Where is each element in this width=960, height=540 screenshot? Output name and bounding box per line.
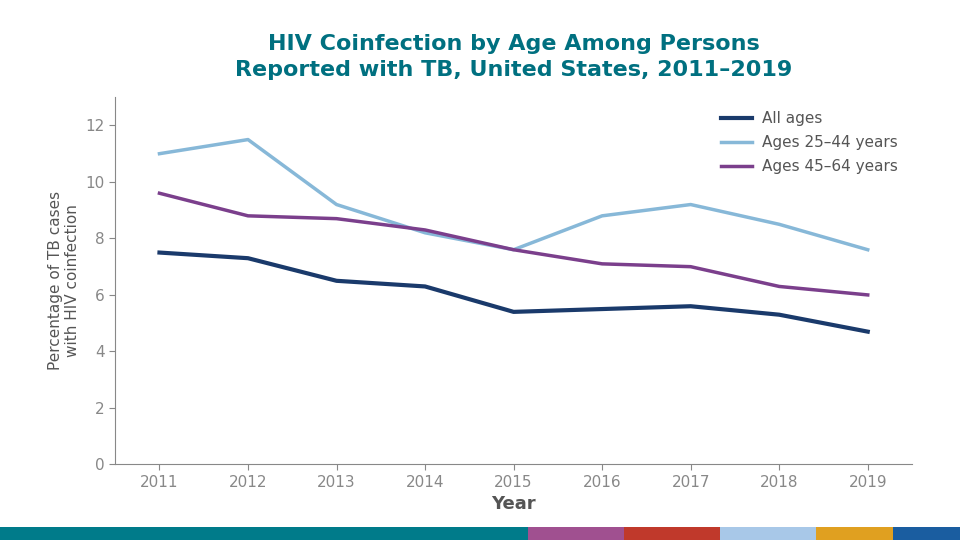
Bar <box>528 526 624 540</box>
Y-axis label: Percentage of TB cases
with HIV coinfection: Percentage of TB cases with HIV coinfect… <box>48 191 80 370</box>
Bar <box>0 526 528 540</box>
Bar <box>720 526 816 540</box>
X-axis label: Year: Year <box>492 495 536 514</box>
Bar <box>816 526 893 540</box>
Title: HIV Coinfection by Age Among Persons
Reported with TB, United States, 2011–2019: HIV Coinfection by Age Among Persons Rep… <box>235 34 792 80</box>
Bar <box>624 526 720 540</box>
Legend: All ages, Ages 25–44 years, Ages 45–64 years: All ages, Ages 25–44 years, Ages 45–64 y… <box>715 105 904 180</box>
Bar <box>893 526 960 540</box>
